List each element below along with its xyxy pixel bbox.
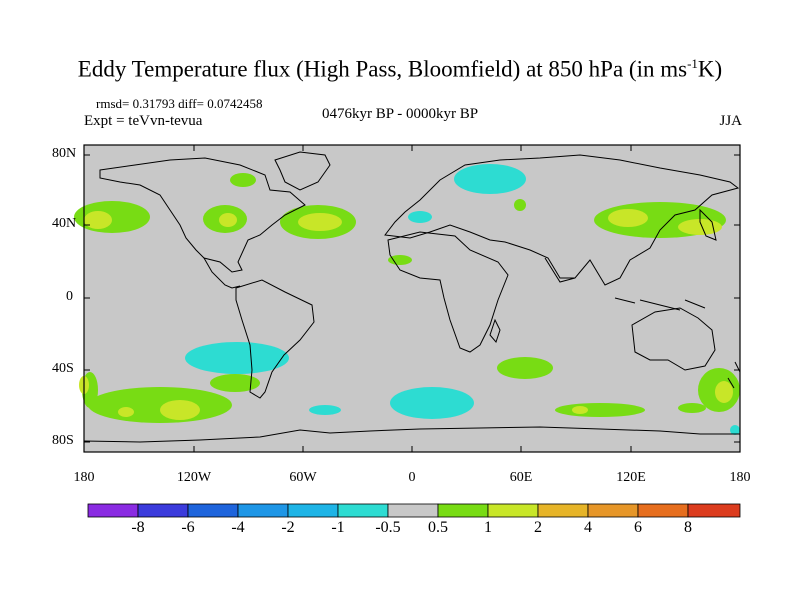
- lat-label: 0: [66, 289, 73, 304]
- lat-label: 40S: [52, 361, 74, 376]
- coastlines: [83, 151, 741, 443]
- colorbar-label: 4: [584, 519, 592, 536]
- contour-positive: [84, 211, 112, 229]
- anomaly-contours: [74, 164, 740, 435]
- season-label: JJA: [719, 113, 742, 129]
- title-superscript: -1: [687, 56, 698, 71]
- lat-label: 80N: [52, 146, 77, 161]
- contour-positive: [572, 406, 588, 414]
- contour-positive: [298, 213, 342, 231]
- contour-positive: [608, 209, 648, 227]
- colorbar: [87, 503, 741, 518]
- coastline-japan: [699, 208, 717, 241]
- coastline-eurasia: [384, 154, 740, 286]
- lon-label: 120E: [616, 470, 646, 485]
- colorbar-swatch: [237, 503, 289, 518]
- colorbar-label: -1: [331, 519, 345, 536]
- contour-positive: [219, 213, 237, 227]
- lat-label: 80S: [52, 433, 74, 448]
- colorbar-swatch: [387, 503, 439, 518]
- colorbar-label: 8: [684, 519, 692, 536]
- colorbar-label: 6: [634, 519, 642, 536]
- colorbar-swatch: [137, 503, 189, 518]
- colorbar-label: -8: [131, 519, 145, 536]
- experiment-label: Expt = teVvn-tevua: [84, 113, 203, 129]
- colorbar-swatch: [337, 503, 389, 518]
- contour-positive: [118, 407, 134, 417]
- contour-positive: [555, 403, 645, 417]
- colorbar-label: 2: [534, 519, 542, 536]
- coastline-india: [544, 257, 576, 283]
- contour-positive: [715, 381, 733, 403]
- title-main: Eddy Temperature flux (High Pass, Bloomf…: [77, 56, 688, 82]
- lon-label: 180: [729, 470, 751, 485]
- coastline-madagascar: [489, 318, 501, 343]
- colorbar-swatch: [287, 503, 339, 518]
- colorbar-label: -0.5: [375, 519, 401, 536]
- colorbar-swatch: [187, 503, 239, 518]
- contour-negative: [309, 405, 341, 415]
- colorbar-label: -4: [231, 519, 245, 536]
- colorbar-swatch: [487, 503, 539, 518]
- colorbar-swatch: [87, 503, 139, 518]
- colorbar-label: 1: [484, 519, 492, 536]
- contour-positive: [514, 199, 526, 211]
- chart-title: Eddy Temperature flux (High Pass, Bloomf…: [0, 56, 800, 83]
- contour-positive: [497, 357, 553, 379]
- colorbar-swatch: [587, 503, 639, 518]
- lon-label: 120W: [176, 470, 212, 485]
- contour-positive: [88, 387, 232, 423]
- axis-ticks: [83, 145, 741, 452]
- contour-positive: [678, 219, 722, 235]
- contour-positive: [388, 255, 412, 265]
- coastline-australia: [631, 307, 716, 371]
- contour-positive: [160, 400, 200, 420]
- lat-label: 40N: [52, 216, 77, 231]
- coastline-antarctica: [83, 426, 740, 443]
- contour-negative: [730, 425, 740, 435]
- contour-positive: [230, 173, 256, 187]
- stats-text: rmsd= 0.31793 diff= 0.0742458: [96, 96, 263, 111]
- contour-positive: [678, 403, 706, 413]
- lon-label: 0: [408, 470, 416, 485]
- title-end: K): [697, 56, 723, 82]
- period-label: 0476kyr BP - 0000kyr BP: [322, 106, 479, 122]
- contour-negative: [390, 387, 474, 419]
- lon-label: 60W: [289, 470, 317, 485]
- contour-negative: [408, 211, 432, 223]
- contour-negative: [185, 342, 289, 374]
- colorbar-swatch: [437, 503, 489, 518]
- coastline-central-america: [203, 257, 241, 289]
- contour-negative: [454, 164, 526, 194]
- colorbar-label: 0.5: [428, 519, 448, 536]
- colorbar-swatch: [687, 503, 741, 518]
- coastline-south-america: [235, 279, 315, 399]
- contour-positive: [210, 374, 260, 392]
- colorbar-swatch: [637, 503, 689, 518]
- coastline-north-america: [99, 157, 306, 273]
- coastline-maritime: [614, 297, 706, 311]
- lon-label: 60E: [509, 470, 533, 485]
- colorbar-label: -2: [281, 519, 295, 536]
- coastline-greenland: [274, 151, 331, 191]
- coastline-africa: [387, 231, 509, 353]
- colorbar-label: -6: [181, 519, 195, 536]
- lon-label: 180: [73, 470, 95, 485]
- colorbar-swatch: [537, 503, 589, 518]
